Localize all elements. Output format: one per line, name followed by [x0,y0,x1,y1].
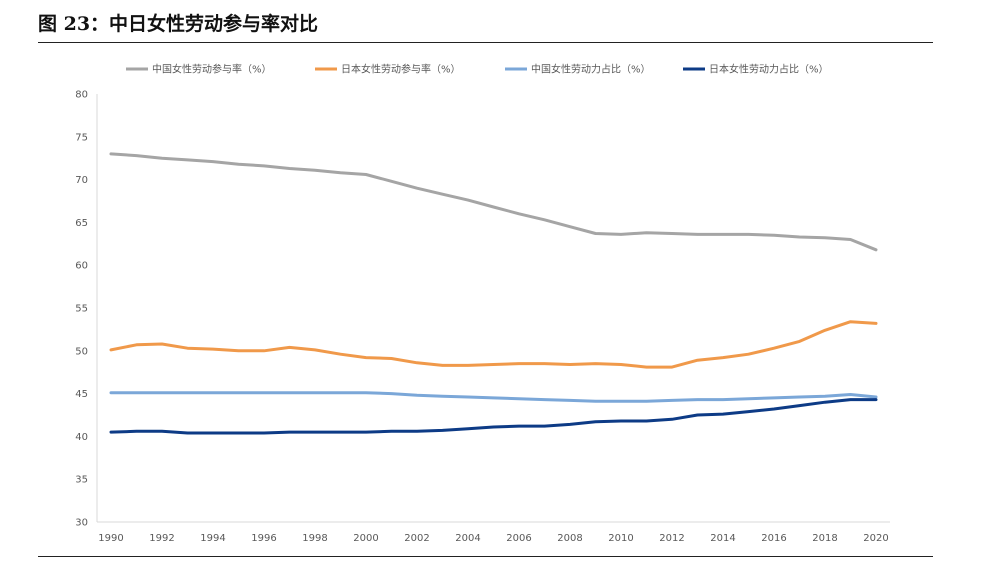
legend-label-3: 中国女性劳动力占比（%） [531,63,651,76]
legend-label-4: 日本女性劳动力占比（%） [709,63,829,76]
x-tick-label: 2018 [812,533,837,544]
bottom-rule [38,556,933,557]
title-rule [38,42,933,43]
legend-label-1: 中国女性劳动参与率（%） [152,63,272,76]
y-axis: 30 35 40 45 50 55 60 65 70 75 80 [75,90,98,529]
y-tick-label: 75 [75,132,88,143]
series-group [109,152,878,435]
y-tick-label: 80 [75,90,88,101]
x-tick-label: 2006 [506,533,531,544]
x-tick-label: 1994 [200,533,225,544]
x-tick-label: 1992 [149,533,174,544]
x-tick-label: 1990 [98,533,123,544]
x-tick-label: 1996 [251,533,276,544]
x-tick-label: 2002 [404,533,429,544]
y-tick-label: 70 [75,175,88,186]
y-tick-label: 40 [75,432,88,443]
y-tick-label: 60 [75,261,88,272]
x-tick-label: 1998 [302,533,327,544]
y-tick-label: 45 [75,389,88,400]
y-tick-label: 55 [75,304,88,315]
y-tick-label: 65 [75,218,88,229]
legend: 中国女性劳动参与率（%） 日本女性劳动参与率（%） 中国女性劳动力占比（%） 日本女性… [126,63,829,76]
x-tick-label: 2020 [863,533,888,544]
legend-label-2: 日本女性劳动参与率（%） [341,63,461,76]
series-line-4 [109,398,878,435]
x-tick-label: 2014 [710,533,735,544]
y-tick-label: 30 [75,518,88,529]
y-tick-label: 50 [75,346,88,357]
x-tick-label: 2010 [608,533,633,544]
series-line-2 [109,320,878,369]
x-tick-label: 2016 [761,533,786,544]
x-tick-label: 2000 [353,533,378,544]
x-axis: 1990 1992 1994 1996 1998 2000 2002 2004 2006 2008… [97,521,890,544]
series-line-1 [109,152,878,252]
series-line-3 [109,391,878,403]
figure-title: 图 23：中日女性劳动参与率对比 [38,13,319,35]
x-tick-label: 2004 [455,533,480,544]
y-tick-label: 35 [75,475,88,486]
x-tick-label: 2012 [659,533,684,544]
x-tick-label: 2008 [557,533,582,544]
